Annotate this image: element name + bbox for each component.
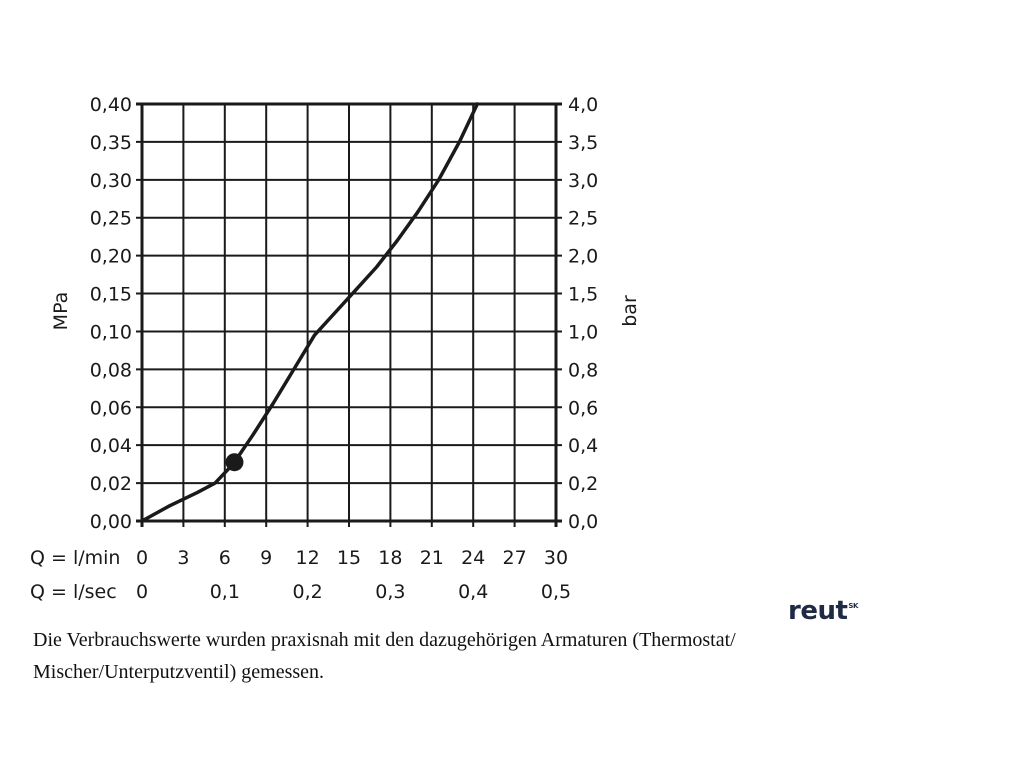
right-tick-label: 1,5 (568, 284, 598, 306)
right-tick-label: 4,0 (568, 94, 598, 116)
x-lmin-tick-label: 18 (378, 547, 402, 569)
x-axis-lsec-ticks: 0 0,1 0,2 0,3 0,4 0,5 (136, 581, 571, 603)
right-axis-ticks: 0,0 0,2 0,4 0,6 0,8 1,0 1,5 2,0 2,5 3,0 3,5 4,0 (568, 94, 598, 533)
right-tick-label: 0,0 (568, 511, 598, 533)
left-tick-label: 0,15 (90, 284, 132, 306)
x-lsec-tick-label: 0,1 (210, 581, 240, 603)
right-tick-label: 0,4 (568, 435, 598, 457)
right-tick-label: 3,5 (568, 132, 598, 154)
left-tick-label: 0,20 (90, 246, 132, 268)
right-tick-label: 0,8 (568, 359, 598, 381)
x-lmin-tick-label: 30 (544, 547, 568, 569)
right-tick-label: 0,2 (568, 473, 598, 495)
left-tick-label: 0,25 (90, 208, 132, 230)
grid (136, 102, 562, 527)
left-tick-label: 0,02 (90, 473, 132, 495)
flow-curve (140, 102, 480, 523)
x-lmin-tick-label: 6 (219, 547, 231, 569)
right-tick-label: 3,0 (568, 170, 598, 192)
x-lmin-tick-label: 27 (503, 547, 527, 569)
reut-logo: reutSK (788, 596, 858, 626)
left-tick-label: 0,35 (90, 132, 132, 154)
pressure-flow-chart: 0,000,020,040,060,080,100,150,200,250,30… (30, 94, 641, 603)
right-tick-label: 2,5 (568, 208, 598, 230)
x-lmin-tick-label: 15 (337, 547, 361, 569)
left-tick-label: 0,04 (90, 435, 132, 457)
left-tick-label: 0,00 (90, 511, 132, 533)
x-axis-lmin-title: Q = l/min (30, 547, 120, 569)
left-axis-title: MPa (50, 292, 72, 331)
x-lmin-tick-label: 9 (260, 547, 272, 569)
x-lmin-tick-label: 24 (461, 547, 485, 569)
note-line-2: Mischer/Unterputzventil) gemessen. (33, 661, 325, 683)
operating-point-marker (225, 453, 244, 472)
x-lmin-tick-label: 21 (420, 547, 444, 569)
x-lsec-tick-label: 0 (136, 581, 148, 603)
right-tick-label: 2,0 (568, 246, 598, 268)
left-axis-ticks: 0,00 0,02 0,04 0,06 0,08 0,10 0,15 0,20 0,25 0,30… (90, 94, 132, 533)
right-tick-label: 1,0 (568, 321, 598, 343)
x-lsec-tick-label: 0,3 (375, 581, 405, 603)
left-tick-label: 0,08 (90, 359, 132, 381)
x-lsec-tick-label: 0,2 (292, 581, 322, 603)
x-axis-lmin-ticks: 0 3 6 9 12 15 18 21 24 27 30 (136, 547, 568, 569)
right-tick-label: 0,6 (568, 397, 598, 419)
left-tick-label: 0,40 (90, 94, 132, 116)
right-axis-title: bar (619, 295, 641, 327)
left-tick-label: 0,06 (90, 397, 132, 419)
x-lmin-tick-label: 3 (177, 547, 189, 569)
note-line-1: Die Verbrauchswerte wurden praxisnah mit… (33, 629, 736, 651)
left-tick-label: 0,10 (90, 321, 132, 343)
x-axis-lsec-title: Q = l/sec (30, 581, 117, 603)
left-tick-label: 0,30 (90, 170, 132, 192)
x-lmin-tick-label: 0 (136, 547, 148, 569)
x-lsec-tick-label: 0,5 (541, 581, 571, 603)
x-lsec-tick-label: 0,4 (458, 581, 488, 603)
x-lmin-tick-label: 12 (296, 547, 320, 569)
measurement-note: Die Verbrauchswerte wurden praxisnah mit… (33, 624, 933, 688)
